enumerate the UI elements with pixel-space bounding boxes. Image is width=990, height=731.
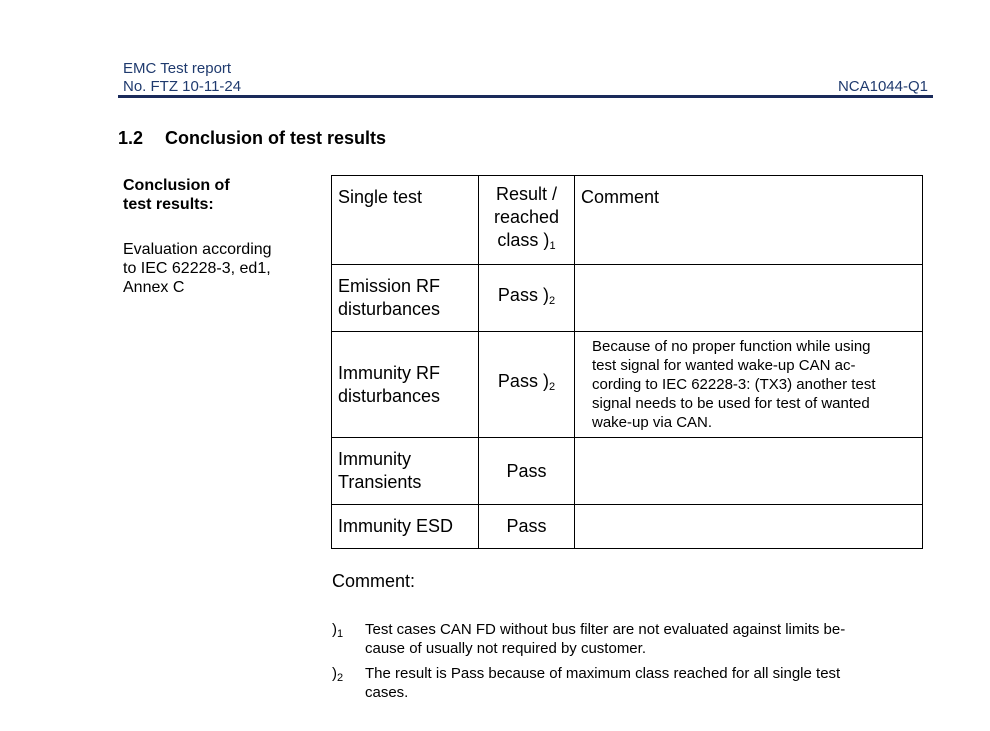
text-line: Test cases CAN FD without bus filter are… xyxy=(365,621,846,638)
header-comment: Comment xyxy=(574,175,923,265)
section-heading: 1.2 Conclusion of test results xyxy=(118,128,386,149)
footnote-number: 1 xyxy=(337,628,344,640)
text-line: Result / xyxy=(495,183,558,204)
text-line: reached xyxy=(493,206,560,227)
header-result: Result / reached class )1 xyxy=(478,175,575,265)
text-line: cases. xyxy=(365,684,409,701)
document-id: NCA1044-Q1 xyxy=(837,78,928,95)
comment xyxy=(574,264,923,332)
text-line: Annex C xyxy=(123,279,185,296)
text-line: disturbances xyxy=(338,299,441,319)
text-line: test signal for wanted wake-up CAN ac- xyxy=(592,357,856,374)
text-line: wake-up via CAN. xyxy=(592,414,713,431)
section-number: 1.2 xyxy=(118,128,144,148)
report-title: EMC Test report xyxy=(123,60,232,77)
text-line: Transients xyxy=(338,472,422,492)
sidebar-heading: Conclusion of test results: xyxy=(123,176,230,214)
table-row: Immunity ESD Pass xyxy=(331,504,923,549)
comment xyxy=(574,437,923,505)
text-line: Because of no proper function while usin… xyxy=(592,338,871,355)
text-line: The result is Pass because of maximum cl… xyxy=(365,665,841,682)
text-line: cause of usually not required by custome… xyxy=(365,640,646,657)
footnote-ref: 2 xyxy=(548,381,556,393)
text-line: Conclusion of xyxy=(123,177,230,194)
comment-label: Comment: xyxy=(332,571,416,591)
text-line: Evaluation according xyxy=(123,241,272,258)
sidebar-evaluation: Evaluation according to IEC 62228-3, ed1… xyxy=(123,240,272,297)
text-line: to IEC 62228-3, ed1, xyxy=(123,260,271,277)
test-name: Immunity Transients xyxy=(331,437,479,505)
header-single-test: Single test xyxy=(331,175,479,265)
text-line: class ) xyxy=(497,229,550,250)
comment xyxy=(574,504,923,549)
table-row: Immunity Transients Pass xyxy=(331,437,923,505)
text-line: cording to IEC 62228-3: (TX3) another te… xyxy=(592,376,876,393)
section-title: Conclusion of test results xyxy=(165,128,387,148)
comment: Because of no proper function while usin… xyxy=(574,331,923,438)
text-line: ) xyxy=(332,665,337,682)
result: Pass xyxy=(478,437,575,505)
text-line: Pass ) xyxy=(497,371,549,391)
report-number: No. FTZ 10-11-24 xyxy=(123,78,242,95)
result: Pass )2 xyxy=(478,331,575,438)
text-line: Immunity RF xyxy=(338,362,441,383)
footnote-ref: 2 xyxy=(548,294,556,307)
test-name: Emission RF disturbances xyxy=(331,264,479,332)
text-line: Pass ) xyxy=(497,284,549,305)
text-line: signal needs to be used for test of want… xyxy=(592,395,870,412)
footnote-2: )2 The result is Pass because of maximum… xyxy=(332,664,932,704)
text-line: Emission RF xyxy=(338,276,441,296)
text-line: test results: xyxy=(123,196,214,213)
table-row: Immunity RF disturbances Pass )2 Because … xyxy=(331,331,923,438)
test-name: Immunity RF disturbances xyxy=(331,331,479,438)
text-line: disturbances xyxy=(338,385,441,406)
footnote-ref: 1 xyxy=(549,239,556,252)
table-row: Emission RF disturbances Pass )2 xyxy=(331,264,923,332)
results-table: Single test Result / reached class )1 Co… xyxy=(331,175,923,549)
header-rule xyxy=(118,95,933,98)
result: Pass )2 xyxy=(478,264,575,332)
test-name: Immunity ESD xyxy=(331,504,479,549)
footnote-number: 2 xyxy=(337,672,344,684)
text-line: ) xyxy=(332,621,337,638)
text-line: Immunity xyxy=(338,449,412,469)
result: Pass xyxy=(478,504,575,549)
footnote-1: )1 Test cases CAN FD without bus filter … xyxy=(332,620,932,660)
table-header-row: Single test Result / reached class )1 Co… xyxy=(331,175,923,265)
